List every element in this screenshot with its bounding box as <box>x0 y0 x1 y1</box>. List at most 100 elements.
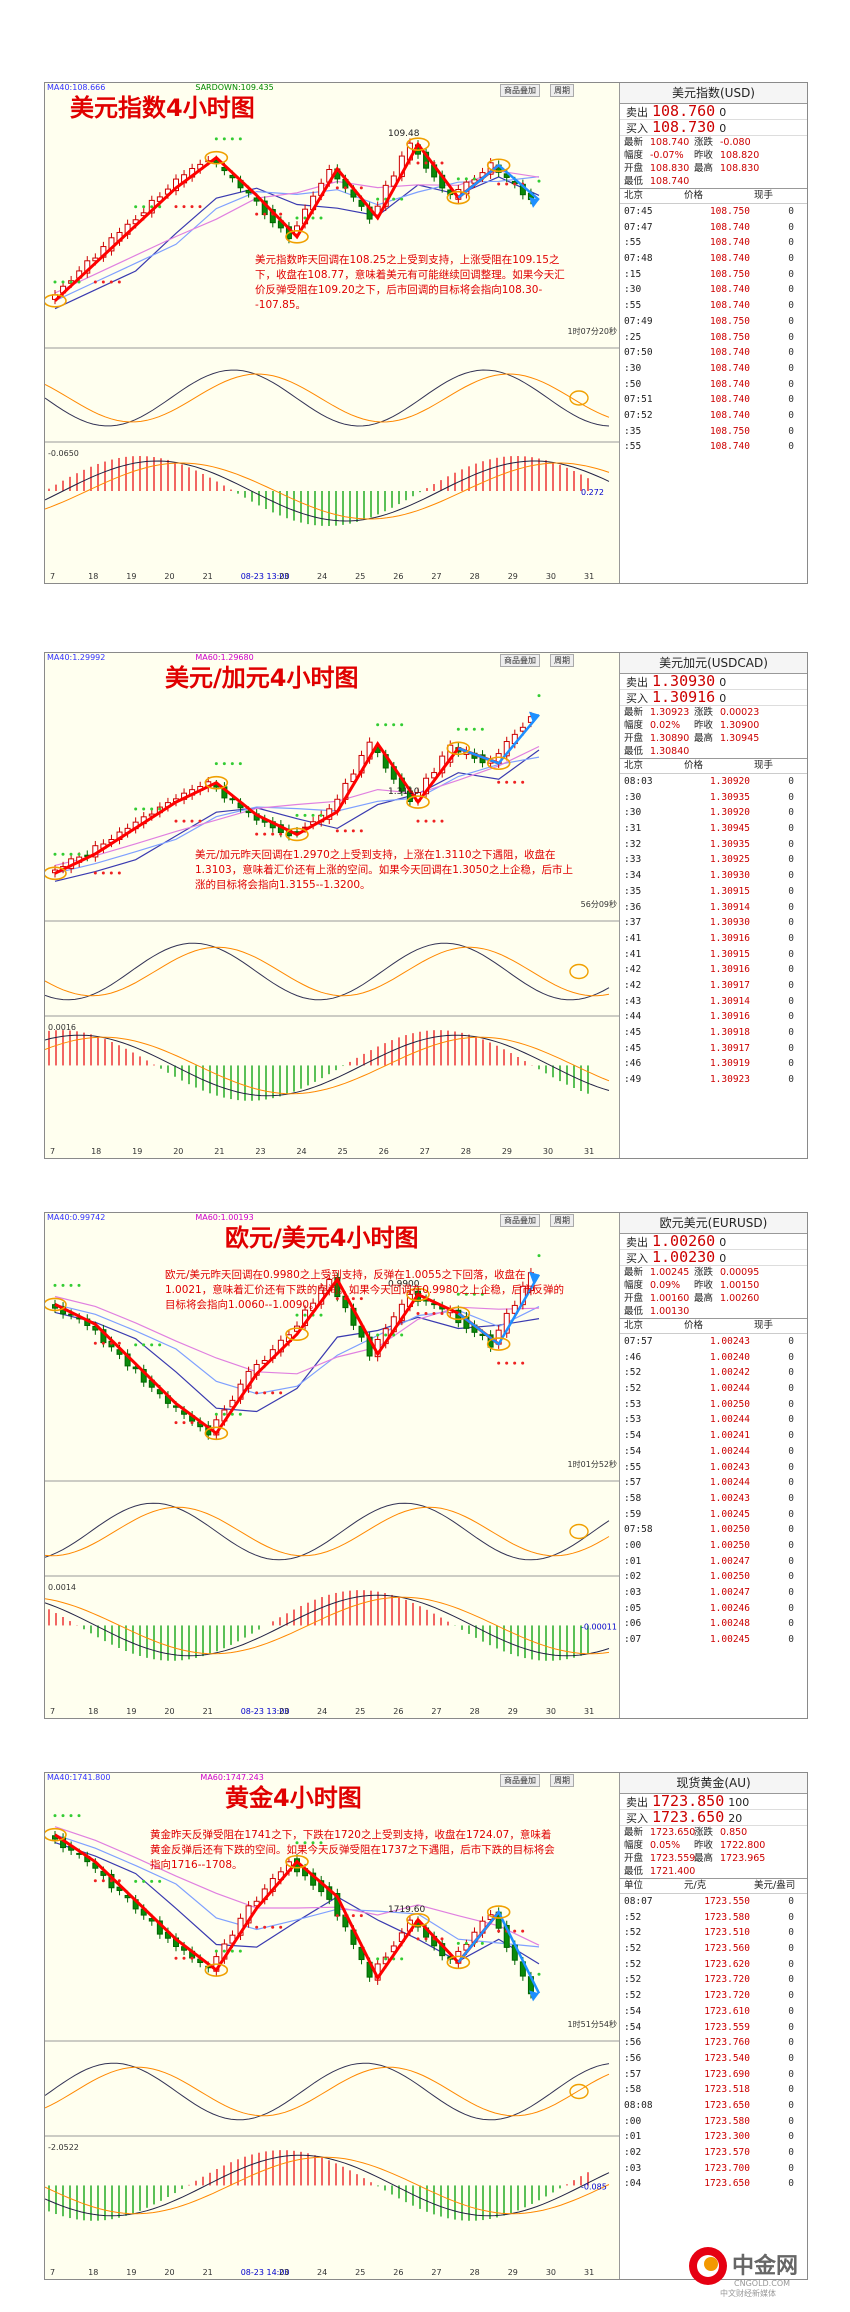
sar-dot <box>319 1313 323 1317</box>
indicator-bar: MA40:108.666 SARDOWN:109.435 <box>45 83 619 97</box>
tick-volume: 0 <box>788 791 794 803</box>
sar-dot <box>150 807 154 811</box>
tick-price: 1723.510 <box>704 1927 750 1939</box>
sar-dot <box>400 197 404 201</box>
x-tick-label: 30 <box>546 1707 556 1716</box>
x-tick-label: 27 <box>431 2268 441 2277</box>
x-tick-label: 7 <box>50 2268 55 2277</box>
tick-time: :59 <box>624 1508 642 1520</box>
sar-dot <box>416 161 420 165</box>
sar-dot <box>69 1814 73 1818</box>
sar-dot <box>230 1949 234 1953</box>
tick-row: :30 108.740 0 <box>620 282 807 298</box>
quote-stat-cell: 幅度 <box>624 150 644 161</box>
sar-dot <box>142 1879 146 1883</box>
sell-label: 卖出 <box>626 1236 648 1249</box>
period-button[interactable]: 周期 <box>550 1774 574 1787</box>
period-button[interactable]: 周期 <box>550 1214 574 1227</box>
macd-side-label: 0.272 <box>581 488 604 497</box>
period-button[interactable]: 周期 <box>550 654 574 667</box>
panel-gold: 1719.60 -2.0522 -0.085 7 18 19 20 21 08-23 14:00… <box>44 1772 808 2280</box>
period-button[interactable]: 周期 <box>550 84 574 97</box>
quote-stat-cell: 108.740 <box>650 137 690 148</box>
sar-dot <box>158 1343 162 1347</box>
sar-dot <box>440 1312 444 1316</box>
x-tick-label: 24 <box>317 2268 327 2277</box>
tick-price: 1.00250 <box>709 1539 750 1551</box>
x-tick-label: 30 <box>543 1147 553 1156</box>
tick-volume: 0 <box>788 2162 794 2174</box>
buy-price: 1723.650 <box>652 1808 725 1826</box>
tick-header-cell: 价格 <box>684 760 704 771</box>
tick-time: 07:45 <box>624 206 653 217</box>
x-tick-label: 08-23 13:00 <box>241 1707 290 1716</box>
x-tick-label: 25 <box>355 2268 365 2277</box>
quote-stat-cell: 最新 <box>624 1267 644 1278</box>
tick-row: :01 1.00247 0 <box>620 1554 807 1570</box>
overlay-button[interactable]: 商品叠加 <box>500 84 540 97</box>
tick-row: 07:47 108.740 0 <box>620 220 807 236</box>
sar-dot <box>440 819 444 823</box>
x-tick-label: 28 <box>470 2268 480 2277</box>
tick-volume: 0 <box>788 1042 794 1054</box>
tick-volume: 0 <box>788 237 794 249</box>
macd-value-label: 0.0016 <box>48 1023 76 1032</box>
tick-price: 1723.720 <box>704 1974 750 1986</box>
sell-row: 卖出 1.00260 0 <box>620 1234 807 1250</box>
tick-price: 1.00244 <box>709 1414 750 1426</box>
price-label: 1.3110 <box>388 787 420 797</box>
tick-price: 1723.580 <box>704 1911 750 1923</box>
sar-dot <box>77 1814 81 1818</box>
instrument-name: 现货黄金(AU) <box>620 1773 807 1794</box>
pivot-marker <box>45 866 67 881</box>
sar-dot <box>464 727 468 731</box>
moving-average-line <box>54 756 540 874</box>
buy-price: 1.30916 <box>652 688 716 706</box>
tick-row: :34 1.30930 0 <box>620 868 807 884</box>
tick-row: :52 1723.720 0 <box>620 1988 807 2004</box>
pivot-marker <box>45 294 67 308</box>
sar-dot <box>537 179 541 183</box>
tick-volume: 0 <box>788 1414 794 1426</box>
overlay-button[interactable]: 商品叠加 <box>500 1214 540 1227</box>
tick-time: :37 <box>624 917 642 929</box>
sar-dot <box>53 852 57 856</box>
tick-row: :57 1.00244 0 <box>620 1475 807 1491</box>
tick-price: 1.30917 <box>709 1042 750 1054</box>
tick-time: :03 <box>624 1587 642 1598</box>
quote-stat-cell: 1.30923 <box>650 707 690 718</box>
sar-dot <box>93 1879 97 1883</box>
buy-size: 20 <box>728 1812 743 1825</box>
x-tick-label: 19 <box>126 1707 136 1716</box>
tick-volume: 0 <box>788 2084 794 2096</box>
instrument-name: 欧元美元(EURUSD) <box>620 1213 807 1234</box>
quote-stat-cell: 1.30890 <box>650 733 690 744</box>
overlay-button[interactable]: 商品叠加 <box>500 1774 540 1787</box>
tick-volume: 0 <box>788 2099 794 2111</box>
analysis-note: 美元指数昨天回调在108.25之上受到支持，上涨受阻在109.15之下，收盘在1… <box>255 254 565 311</box>
tick-volume: 0 <box>788 441 794 453</box>
tick-row: :31 1.30945 0 <box>620 821 807 837</box>
sar-dot <box>182 205 186 209</box>
sar-dot <box>456 177 460 181</box>
bar-countdown: 1时01分52秒 <box>567 1460 617 1469</box>
x-tick-label: 30 <box>546 572 556 581</box>
overlay-button[interactable]: 商品叠加 <box>500 654 540 667</box>
sar-dot <box>376 197 380 201</box>
sar-dot <box>505 182 509 186</box>
sar-dot <box>472 1292 476 1296</box>
quote-panel: 美元指数(USD) 卖出 108.760 0 买入 108.730 0 最新 108.740 涨跌… <box>620 83 807 583</box>
sar-dot <box>303 216 307 220</box>
sar-dot <box>513 780 517 784</box>
tick-row: :00 1.00250 0 <box>620 1538 807 1554</box>
tick-price: 1.30945 <box>709 823 750 835</box>
sar-dot <box>198 205 202 209</box>
x-tick-label: 28 <box>470 572 480 581</box>
oscillator-signal <box>45 2066 610 2117</box>
sar-dot <box>182 1956 186 1960</box>
tick-row: :54 1723.610 0 <box>620 2004 807 2020</box>
tick-row: 07:48 108.740 0 <box>620 251 807 267</box>
tick-price: 1723.620 <box>704 1958 750 1970</box>
tick-volume: 0 <box>788 315 794 327</box>
sar-dot <box>93 280 97 284</box>
